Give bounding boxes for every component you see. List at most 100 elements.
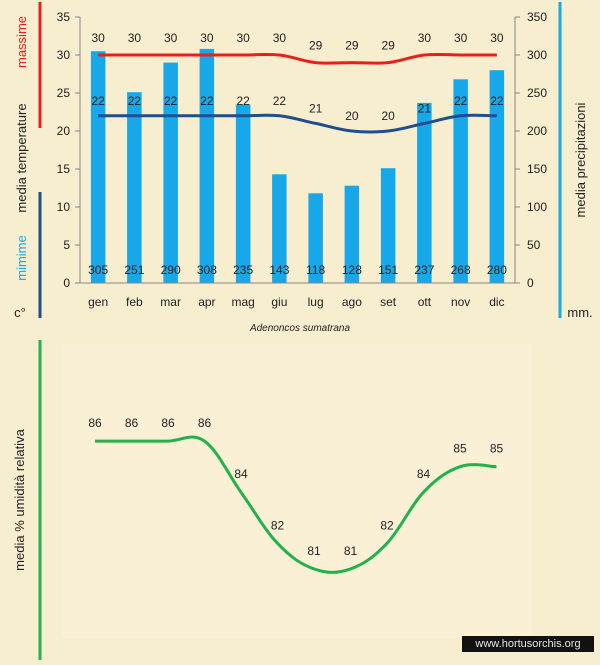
- x-tick-label-mag: mag: [231, 295, 254, 309]
- precip-bar-gen: [90, 51, 106, 284]
- precip-label-ott: 237: [414, 263, 434, 277]
- humidity-line: [94, 435, 497, 574]
- x-tick-label-mar: mar: [160, 295, 181, 309]
- temperature-lines: [98, 52, 497, 134]
- humidity-chart: media % umidità relativa 86 86 86 86 84 82 81 81…: [12, 340, 532, 660]
- min-temp-label-apr: 22: [200, 94, 214, 108]
- left-tick-label: 0: [63, 276, 70, 290]
- max-temp-label-feb: 30: [128, 31, 142, 45]
- y-left-label-max: massime: [14, 16, 29, 68]
- humidity-label-set: 82: [380, 518, 394, 532]
- min-temp-label-gen: 22: [91, 94, 105, 108]
- min-temp-label-ago: 20: [345, 109, 359, 123]
- max-temp-label-mag: 30: [236, 31, 250, 45]
- precip-label-dic: 280: [487, 263, 507, 277]
- right-tick-label: 300: [527, 48, 547, 62]
- left-tick-label: 20: [57, 124, 71, 138]
- max-temp-label-giu: 30: [273, 31, 287, 45]
- right-tick-label: 0: [527, 276, 534, 290]
- x-tick-label-nov: nov: [451, 295, 470, 309]
- watermark: www.hortusorchis.org: [462, 636, 594, 652]
- precip-bar-ago: [344, 185, 360, 283]
- max-temp-label-nov: 30: [454, 31, 468, 45]
- right-tick-label: 50: [527, 238, 541, 252]
- precip-bar-ott: [417, 102, 432, 284]
- max-temp-label-lug: 29: [309, 39, 323, 53]
- precip-label-gen: 305: [88, 263, 108, 277]
- min-temp-label-nov: 22: [454, 94, 468, 108]
- precip-bar-apr: [199, 48, 215, 284]
- min-temp-label-set: 20: [381, 109, 395, 123]
- left-tick-label: 25: [57, 86, 71, 100]
- precip-label-apr: 308: [197, 263, 217, 277]
- min-temp-label-mag: 22: [236, 94, 250, 108]
- left-tick-label: 30: [57, 48, 71, 62]
- precip-bar-feb: [127, 92, 142, 283]
- precip-label-nov: 268: [451, 263, 471, 277]
- max-temp-label-apr: 30: [200, 31, 214, 45]
- x-tick-label-lug: lug: [308, 295, 324, 309]
- humidity-plot-bg: [62, 344, 532, 638]
- x-tick-label-ott: ott: [418, 295, 432, 309]
- max-temp-label-ago: 29: [345, 39, 359, 53]
- humidity-label-ago: 81: [344, 544, 358, 558]
- x-tick-label-gen: gen: [88, 295, 108, 309]
- max-temp-line: [98, 52, 497, 65]
- max-temp-label-dic: 30: [490, 31, 504, 45]
- species-name: Adenoncos sumatrana: [249, 323, 351, 334]
- humidity-label-gen: 86: [88, 416, 102, 430]
- precip-label-feb: 251: [124, 263, 144, 277]
- precip-label-lug: 118: [306, 263, 325, 277]
- y-left-unit: c°: [14, 305, 26, 320]
- precip-bar-nov: [453, 79, 468, 283]
- x-tick-label-dic: dic: [489, 295, 504, 309]
- precip-label-ago: 128: [342, 263, 362, 277]
- precip-label-set: 151: [378, 263, 398, 277]
- right-tick-label: 200: [527, 124, 547, 138]
- precip-bar-mar: [163, 62, 178, 283]
- precip-label-mag: 235: [233, 263, 253, 277]
- right-tick-label: 100: [527, 200, 547, 214]
- min-temp-label-giu: 22: [273, 94, 287, 108]
- y-right-label: media precipitazioni: [573, 102, 588, 217]
- precip-bar-giu: [272, 174, 287, 283]
- precip-bar-set: [380, 168, 396, 283]
- precipitation-bars: [90, 48, 505, 284]
- y-right-unit: mm.: [567, 305, 592, 320]
- humidity-label-mar: 86: [161, 416, 175, 430]
- humidity-label-lug: 81: [307, 544, 321, 558]
- min-temp-line: [98, 113, 497, 134]
- min-temp-label-dic: 22: [490, 94, 504, 108]
- right-tick-label: 150: [527, 162, 547, 176]
- precip-label-mar: 290: [161, 263, 181, 277]
- left-tick-label: 5: [63, 238, 70, 252]
- precip-bar-lug: [308, 193, 323, 283]
- humidity-label-mag: 84: [234, 467, 248, 481]
- x-tick-label-feb: feb: [126, 295, 143, 309]
- min-temp-label-mar: 22: [164, 94, 178, 108]
- max-temp-label-gen: 30: [91, 31, 105, 45]
- x-tick-label-giu: giu: [271, 295, 287, 309]
- right-tick-label: 350: [527, 10, 547, 24]
- x-tick-label-ago: ago: [342, 295, 362, 309]
- humidity-y-label: media % umidità relativa: [12, 428, 27, 570]
- left-tick-label: 10: [57, 200, 71, 214]
- x-tick-label-apr: apr: [198, 295, 215, 309]
- top-chart-labels: 30 30 30 30 30 30 29 29 29 30 30 30 22 22 22 22 22 22 21 20…: [14, 2, 593, 320]
- y-left-label-min: mimime: [14, 235, 29, 281]
- y-left-label-main: media temperature: [14, 103, 29, 212]
- humidity-label-feb: 86: [125, 416, 139, 430]
- humidity-label-giu: 82: [271, 518, 285, 532]
- humidity-label-dic: 85: [490, 442, 504, 456]
- max-temp-label-set: 29: [381, 39, 395, 53]
- precip-bar-dic: [489, 70, 505, 283]
- precip-label-giu: 143: [269, 263, 289, 277]
- precip-bar-mag: [235, 104, 251, 284]
- humidity-label-apr: 86: [198, 416, 212, 430]
- humidity-label-ott: 84: [417, 467, 431, 481]
- min-temp-label-ott: 21: [418, 101, 432, 115]
- humidity-label-nov: 85: [453, 442, 467, 456]
